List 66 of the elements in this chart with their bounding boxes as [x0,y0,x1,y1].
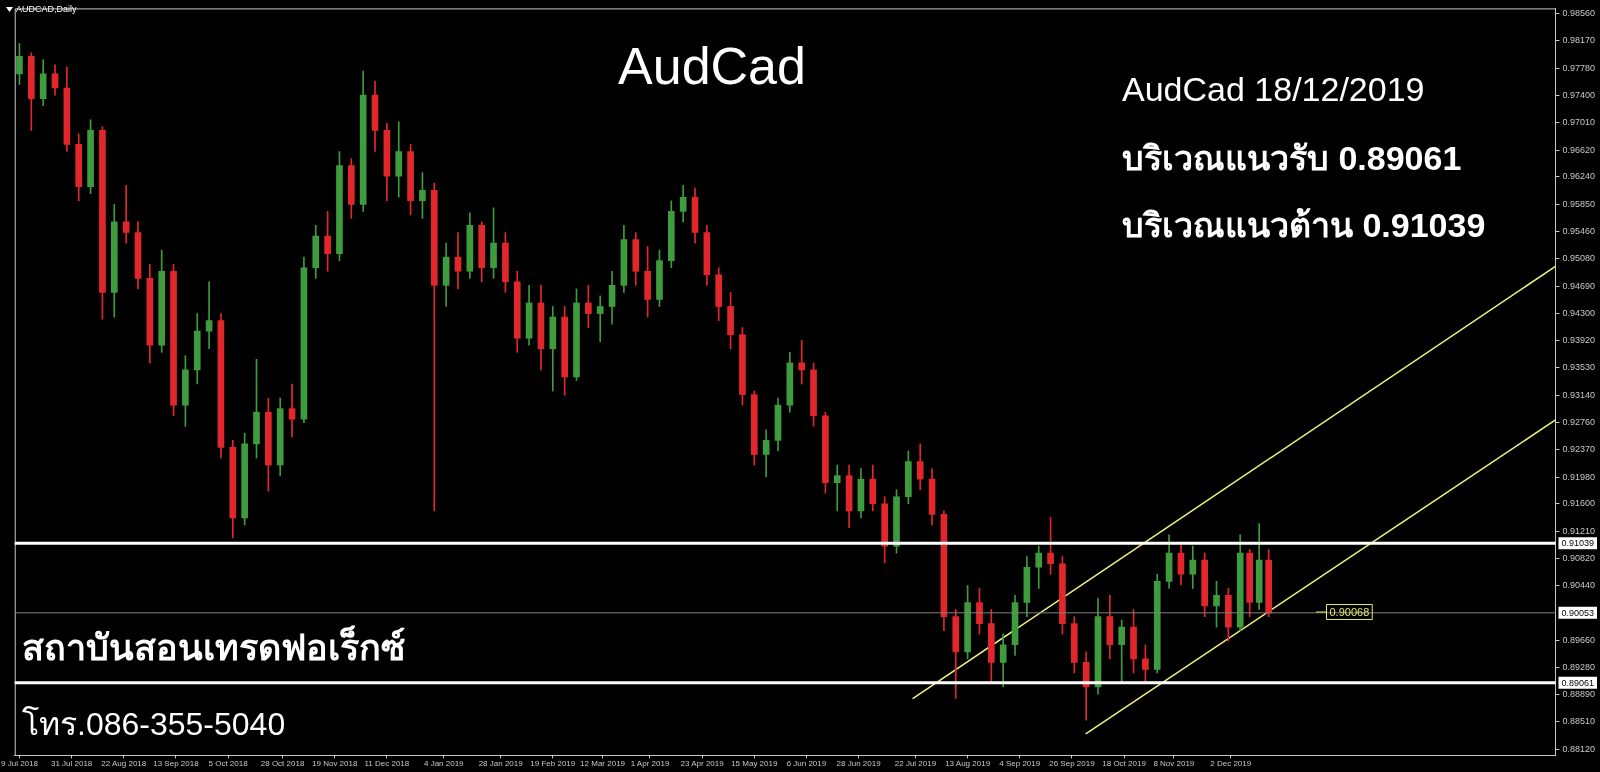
y-tick-label: 0.98560 [1562,7,1596,18]
ref-line-label: 0.90053 [1561,607,1595,618]
annotation: บริเวณแนวรับ 0.89061 [1122,139,1462,177]
x-tick-label: 13 Aug 2019 [945,759,991,769]
x-tick-label: 9 Jul 2018 [1,759,39,769]
y-tick-label: 0.93140 [1562,389,1596,400]
x-tick-label: 8 Nov 2019 [1153,759,1195,769]
y-tick-label: 0.95080 [1562,253,1596,264]
y-tick-label: 0.90440 [1562,580,1596,591]
x-tick-label: 28 Jun 2019 [836,759,882,769]
y-tick-label: 0.94300 [1562,308,1596,319]
y-tick-label: 0.96240 [1562,171,1596,182]
y-tick-label: 0.89280 [1562,661,1596,672]
y-tick-label: 0.98170 [1562,35,1596,46]
y-tick-label: 0.92760 [1562,416,1596,427]
x-tick-label: 22 Jul 2019 [894,759,937,769]
y-tick-label: 0.88890 [1562,689,1596,700]
annotation: บริเวณแนวต้าน 0.91039 [1122,206,1486,244]
text: AudCad [618,37,806,95]
ref-line-label: 0.89061 [1561,677,1595,688]
y-tick-label: 0.90820 [1562,553,1596,564]
x-tick-label: 26 Sep 2019 [1049,759,1096,769]
y-tick-label: 0.93920 [1562,334,1596,345]
x-tick-label: 13 Sep 2018 [153,759,200,769]
x-tick-label: 5 Oct 2018 [208,759,249,769]
y-tick-label: 0.95460 [1562,226,1596,237]
candlestick [288,383,296,438]
x-tick-label: 6 Jun 2019 [786,759,827,769]
x-tick-label: 4 Jan 2019 [423,759,465,769]
candlestick [833,464,841,512]
y-tick-label: 0.97010 [1562,117,1596,128]
x-tick-label: 4 Sep 2019 [999,759,1041,769]
x-tick-label: 22 Aug 2018 [101,759,147,769]
annotation: โทร.086-355-5040 [22,706,286,742]
y-tick-label: 0.91600 [1562,498,1596,509]
x-tick-label: 31 Jul 2018 [50,759,93,769]
y-tick-label: 0.95850 [1562,198,1596,209]
x-tick-label: 28 Oct 2018 [260,759,305,769]
x-tick-label: 18 Oct 2019 [1102,759,1147,769]
candlestick [596,295,604,343]
y-tick-label: 0.88120 [1562,743,1596,754]
x-tick-label: 28 Jan 2019 [478,759,524,769]
ref-line-label: 0.91039 [1561,538,1595,549]
y-tick-label: 0.97400 [1562,89,1596,100]
x-tick-label: 19 Nov 2018 [312,759,358,769]
annotation: AUDCAD,Daily [16,4,78,14]
y-tick-label: 0.92370 [1562,444,1596,455]
candlestick [798,339,806,385]
x-tick-label: 23 Apr 2019 [680,759,725,769]
x-tick-label: 1 Apr 2019 [630,759,670,769]
y-tick-label: 0.93530 [1562,362,1596,373]
annotation: AudCad 18/12/2019 [1122,70,1425,108]
x-tick-label: 15 May 2019 [731,759,778,769]
annotation: 0.90068 [1329,605,1370,618]
y-tick-label: 0.91980 [1562,471,1596,482]
y-tick-label: 0.96620 [1562,144,1596,155]
y-tick-label: 0.91210 [1562,525,1596,536]
y-tick-label: 0.89660 [1562,635,1596,646]
x-tick-label: 11 Dec 2018 [364,759,410,769]
y-tick-label: 0.88510 [1562,716,1596,727]
x-tick-label: 12 Mar 2019 [580,759,626,769]
y-tick-label: 0.94690 [1562,280,1596,291]
annotation: สถาบันสอนเทรดฟอเร็กซ์ [22,625,405,668]
x-tick-label: 2 Dec 2019 [1210,759,1252,769]
x-tick-label: 19 Feb 2019 [530,759,576,769]
y-tick-label: 0.97780 [1562,62,1596,73]
